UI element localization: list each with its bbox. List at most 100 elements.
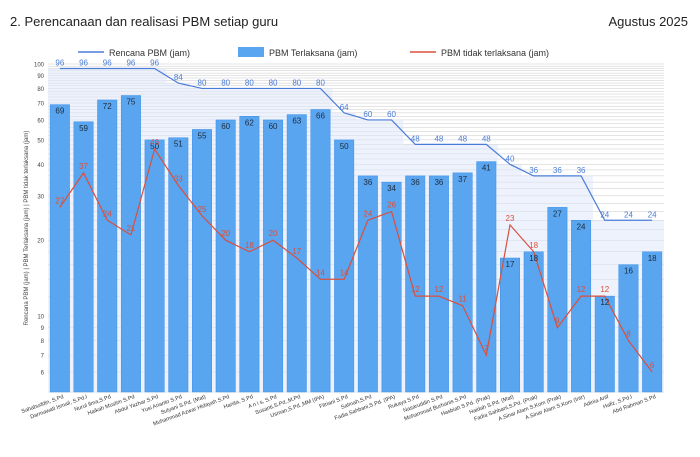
data-label-rencana: 80 — [198, 78, 207, 87]
data-label-tidak-terlaksana: 11 — [458, 295, 467, 304]
y-tick-label: 50 — [37, 138, 44, 144]
data-label-terlaksana: 37 — [458, 175, 467, 184]
data-label-tidak-terlaksana: 24 — [103, 209, 112, 218]
data-label-rencana: 80 — [292, 78, 301, 87]
data-label-tidak-terlaksana: 20 — [269, 229, 278, 238]
data-label-rencana: 48 — [482, 134, 491, 143]
legend-missed-label: PBM tidak terlaksana (jam) — [441, 48, 549, 58]
data-label-terlaksana: 34 — [387, 184, 396, 193]
data-label-terlaksana: 55 — [198, 131, 207, 140]
line-pbm-tidak-terlaksana — [59, 147, 653, 373]
data-label-rencana: 24 — [648, 210, 657, 219]
data-label-rencana: 64 — [340, 103, 349, 112]
data-label-tidak-terlaksana: 6 — [650, 361, 655, 370]
y-tick-label: 7 — [41, 354, 45, 360]
data-label-terlaksana: 41 — [482, 164, 491, 173]
y-tick-label: 20 — [37, 239, 44, 245]
data-label-rencana: 80 — [245, 78, 254, 87]
data-label-rencana: 24 — [624, 210, 633, 219]
data-label-tidak-terlaksana: 12 — [411, 285, 420, 294]
data-label-rencana: 96 — [126, 58, 135, 67]
data-label-rencana: 36 — [529, 166, 538, 175]
data-label-rencana: 96 — [55, 58, 64, 67]
bar-pbm-terlaksana — [428, 175, 449, 393]
data-label-rencana: 60 — [387, 110, 396, 119]
data-label-terlaksana: 75 — [126, 97, 135, 106]
data-label-tidak-terlaksana: 26 — [387, 200, 396, 209]
bar-pbm-terlaksana — [239, 116, 260, 393]
data-label-terlaksana: 60 — [269, 122, 278, 131]
report-period: Agustus 2025 — [608, 14, 688, 29]
data-label-tidak-terlaksana: 9 — [555, 317, 560, 326]
data-label-tidak-terlaksana: 46 — [150, 138, 159, 147]
data-label-rencana: 96 — [79, 58, 88, 67]
bar-pbm-terlaksana — [618, 264, 639, 393]
data-label-tidak-terlaksana: 14 — [316, 268, 325, 277]
bar-pbm-terlaksana — [452, 172, 473, 393]
y-tick-label: 6 — [41, 371, 45, 377]
y-tick-label: 100 — [34, 63, 45, 69]
bar-pbm-terlaksana — [476, 161, 497, 393]
y-tick-label: 60 — [37, 118, 44, 124]
data-label-tidak-terlaksana: 21 — [126, 224, 135, 233]
bar-pbm-terlaksana — [263, 119, 284, 393]
data-label-tidak-terlaksana: 25 — [198, 205, 207, 214]
bar-pbm-terlaksana — [120, 95, 141, 393]
bar-pbm-terlaksana — [73, 121, 94, 393]
data-label-tidak-terlaksana: 17 — [292, 247, 301, 256]
data-label-rencana: 96 — [150, 58, 159, 67]
data-label-tidak-terlaksana: 7 — [484, 344, 489, 353]
bar-pbm-terlaksana — [49, 104, 70, 393]
data-label-rencana: 36 — [553, 166, 562, 175]
data-label-terlaksana: 69 — [55, 107, 64, 116]
chart-title: 2. Perencanaan dan realisasi PBM setiap … — [10, 14, 279, 29]
y-axis-title: Rencana PBM (jam) | PBM Terlaksana (jam)… — [24, 131, 30, 326]
y-tick-label: 80 — [37, 87, 44, 93]
data-label-tidak-terlaksana: 23 — [506, 214, 515, 223]
y-tick-label: 10 — [37, 315, 44, 321]
bar-pbm-terlaksana — [192, 129, 212, 393]
bar-pbm-terlaksana — [215, 119, 236, 393]
data-label-tidak-terlaksana: 18 — [529, 241, 538, 250]
data-label-terlaksana: 60 — [221, 122, 230, 131]
data-label-terlaksana: 36 — [411, 178, 420, 187]
data-label-terlaksana: 59 — [79, 124, 88, 133]
bar-pbm-terlaksana — [571, 220, 592, 393]
data-label-tidak-terlaksana: 14 — [340, 268, 349, 277]
data-label-terlaksana: 50 — [340, 142, 349, 151]
bar-pbm-terlaksana — [310, 109, 331, 393]
data-label-terlaksana: 72 — [103, 102, 112, 111]
legend-done-label: PBM Terlaksana (jam) — [269, 48, 357, 58]
y-tick-label: 30 — [37, 194, 44, 200]
y-tick-label: 70 — [37, 102, 44, 108]
data-label-terlaksana: 36 — [434, 178, 443, 187]
y-tick-label: 9 — [41, 326, 45, 332]
data-label-tidak-terlaksana: 8 — [626, 330, 631, 339]
data-label-terlaksana: 24 — [577, 222, 586, 231]
data-label-rencana: 48 — [458, 134, 467, 143]
data-label-rencana: 96 — [103, 58, 112, 67]
bar-pbm-terlaksana — [547, 207, 568, 393]
data-label-terlaksana: 66 — [316, 111, 325, 120]
data-label-rencana: 40 — [506, 154, 515, 163]
data-label-terlaksana: 17 — [506, 260, 515, 269]
data-label-terlaksana: 63 — [292, 117, 301, 126]
data-label-tidak-terlaksana: 12 — [434, 285, 443, 294]
bar-pbm-terlaksana — [334, 139, 355, 393]
data-label-terlaksana: 36 — [363, 178, 372, 187]
data-label-tidak-terlaksana: 24 — [363, 209, 372, 218]
data-label-rencana: 48 — [411, 134, 420, 143]
line-rencana-pbm — [59, 67, 653, 221]
data-label-terlaksana: 51 — [174, 140, 183, 149]
bar-pbm-terlaksana — [405, 175, 426, 393]
data-label-rencana: 80 — [221, 78, 230, 87]
data-label-tidak-terlaksana: 12 — [600, 285, 609, 294]
data-label-terlaksana: 18 — [648, 254, 657, 263]
data-label-rencana: 80 — [269, 78, 278, 87]
bar-pbm-terlaksana — [500, 257, 520, 393]
data-label-tidak-terlaksana: 27 — [55, 196, 64, 205]
bar-pbm-terlaksana — [357, 175, 378, 393]
bar-pbm-terlaksana — [168, 137, 189, 393]
bar-pbm-terlaksana — [286, 114, 307, 393]
data-label-tidak-terlaksana: 20 — [221, 229, 230, 238]
